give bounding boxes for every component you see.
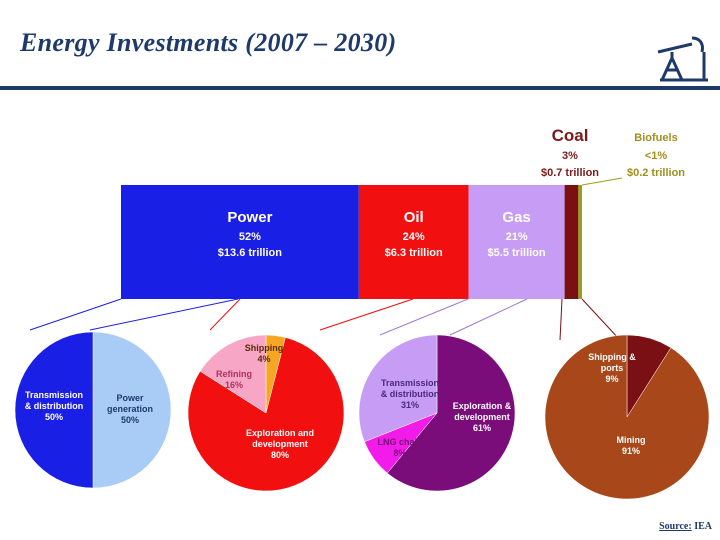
connector-line bbox=[29, 298, 122, 331]
connector-line bbox=[581, 298, 621, 341]
connector-line bbox=[89, 298, 239, 331]
bar-pct-power: 52% bbox=[239, 231, 261, 243]
pie-label-gas-ed: Exploration & development 61% bbox=[453, 401, 512, 433]
connector-line bbox=[449, 298, 528, 336]
pie-slice-gas bbox=[386, 334, 516, 492]
pie-slice-coal bbox=[544, 334, 710, 500]
pie-label-oil-refining: Refining 16% bbox=[216, 369, 252, 390]
biofuels-leader-line bbox=[581, 177, 623, 186]
pie-label-gas-td: Transmission & distribution 31% bbox=[381, 378, 440, 410]
bar-segment-gas bbox=[468, 185, 565, 299]
bar-label-power: Power bbox=[227, 209, 272, 226]
pie-slice-gas bbox=[358, 334, 438, 443]
pie-label-gas-lng: LNG chain 8% bbox=[377, 437, 422, 458]
pie-label-oil-shipping: Shipping 4% bbox=[245, 343, 284, 364]
bar-pct-biofuels: <1% bbox=[645, 150, 668, 162]
bar-pct-oil: 24% bbox=[403, 231, 425, 243]
bar-segment-oil bbox=[358, 185, 469, 299]
bar-value-gas: $5.5 trillion bbox=[488, 247, 546, 259]
bar-segment-coal bbox=[564, 185, 579, 299]
bar-value-power: $13.6 trillion bbox=[218, 247, 282, 259]
pie-slice-power bbox=[92, 331, 172, 489]
bar-label-biofuels: Biofuels bbox=[634, 132, 677, 144]
pie-slice-oil bbox=[187, 337, 345, 492]
connector-line bbox=[559, 298, 563, 341]
pie-label-coal-shipping: Shipping & ports 9% bbox=[588, 352, 636, 384]
source-note: Source: IEA bbox=[659, 521, 712, 532]
bar-label-coal: Coal bbox=[552, 126, 589, 145]
pie-slice-power bbox=[14, 331, 94, 489]
source-label: Source: bbox=[659, 521, 692, 532]
bar-segment-power bbox=[121, 185, 359, 299]
pie-label-coal-mining: Mining 91% bbox=[617, 435, 646, 456]
bar-value-coal: $0.7 trillion bbox=[541, 167, 599, 179]
pie-label-power-td: Transmission & distribution 50% bbox=[25, 390, 84, 422]
pie-label-oil-ed: Exploration and development 80% bbox=[246, 428, 314, 460]
bar-value-biofuels: $0.2 trillion bbox=[627, 167, 685, 179]
bar-pct-gas: 21% bbox=[506, 231, 528, 243]
bar-value-oil: $6.3 trillion bbox=[385, 247, 443, 259]
bar-label-oil: Oil bbox=[404, 209, 424, 226]
bar-segment-biofuels bbox=[578, 185, 582, 299]
bar-pct-coal: 3% bbox=[562, 150, 578, 162]
page-title: Energy Investments (2007 – 2030) bbox=[20, 28, 397, 57]
connector-line bbox=[379, 298, 469, 336]
title-divider bbox=[0, 86, 720, 90]
connector-line bbox=[209, 298, 241, 331]
bar-label-gas: Gas bbox=[502, 209, 530, 226]
source-value: IEA bbox=[694, 521, 712, 532]
pie-slice-oil bbox=[199, 334, 267, 414]
pie-label-power-gen: Power generation 50% bbox=[107, 393, 153, 425]
oil-derrick-logo bbox=[657, 36, 708, 82]
connector-line bbox=[319, 298, 414, 331]
